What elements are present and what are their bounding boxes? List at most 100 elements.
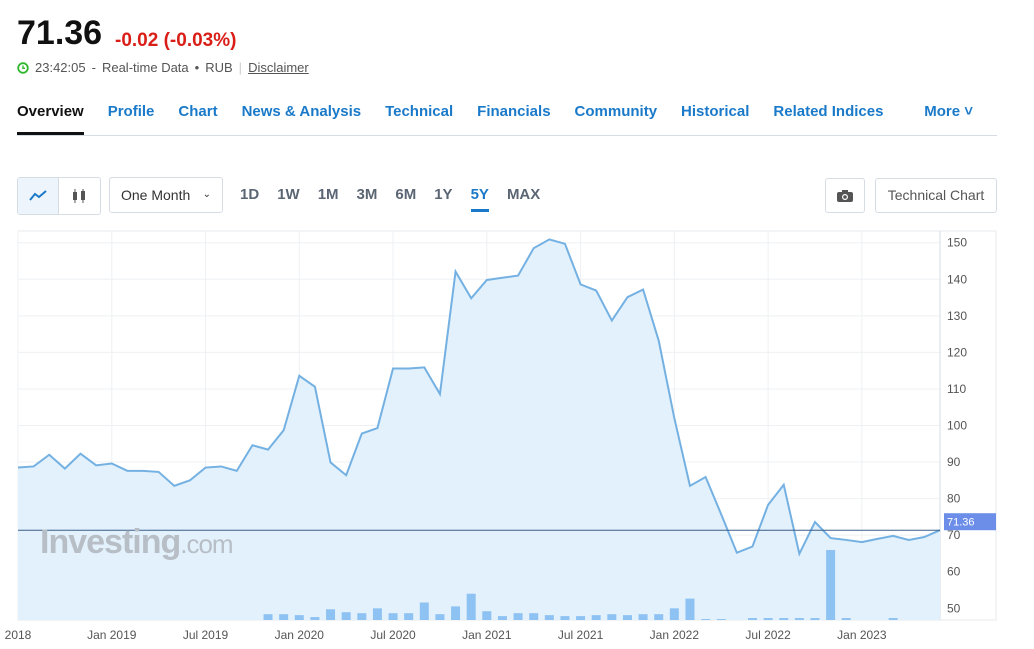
x-tick-label: Jul 2020 (370, 628, 416, 642)
x-tick-label: Jan 2021 (462, 628, 512, 642)
camera-button[interactable] (825, 178, 865, 213)
volume-bar (497, 616, 507, 620)
volume-bar (357, 613, 367, 620)
tab[interactable]: Community (574, 103, 658, 120)
x-tick-label: Jul 2021 (558, 628, 604, 642)
y-tick-label: 150 (947, 236, 967, 250)
volume-bar (372, 608, 382, 620)
interval-select[interactable]: One Month ⌄ (109, 177, 223, 213)
y-tick-label: 140 (947, 272, 967, 286)
change: -0.02 (-0.03%) (115, 30, 236, 52)
x-tick-label: 2018 (5, 628, 32, 642)
last-price-label: 71.36 (947, 517, 975, 529)
volume-bar (669, 608, 679, 620)
volume-bar (513, 613, 523, 620)
range[interactable]: MAX (506, 186, 541, 203)
volume-bar (826, 549, 836, 620)
volume-bar (576, 616, 586, 620)
volume-bar (841, 618, 851, 620)
y-tick-label: 110 (947, 382, 966, 396)
change-percent: (-0.03%) (163, 30, 237, 51)
technical-button[interactable]: Technical Chart (875, 178, 997, 213)
tab[interactable]: Chart (178, 103, 218, 120)
volume-bar (451, 606, 461, 620)
chart-type (17, 177, 101, 215)
volume-bar (763, 618, 773, 620)
volume-bar (701, 619, 711, 620)
meta: 23:42:05- Real-time Data • RUB | Disclaimer (17, 60, 309, 75)
y-tick-label: 70 (947, 528, 961, 542)
range[interactable]: 1D (240, 186, 260, 203)
watermark-brand: Investing (40, 523, 180, 561)
volume-bar (622, 615, 632, 620)
candle-button[interactable] (57, 178, 100, 214)
x-tick-label: Jan 2022 (650, 628, 700, 642)
change-value: -0.02 (115, 30, 159, 51)
tab[interactable]: Related Indices (773, 103, 884, 120)
tab[interactable]: Financials (477, 103, 551, 120)
tab[interactable]: Historical (681, 103, 750, 120)
price: 71.36 (17, 14, 103, 52)
volume-bar (716, 619, 726, 620)
range[interactable]: 6M (395, 186, 417, 203)
x-tick-label: Jan 2020 (275, 628, 325, 642)
volume-bar (544, 615, 554, 620)
volume-bar (654, 614, 664, 620)
volume-bar (482, 611, 492, 620)
y-tick-label: 50 (947, 601, 961, 615)
range[interactable]: 5Y (470, 186, 489, 212)
tab[interactable]: Overview (17, 103, 84, 135)
currency: RUB (205, 60, 233, 75)
volume-bar (263, 614, 273, 620)
volume-bar (591, 615, 601, 620)
last-price-box (944, 513, 996, 531)
volume-bar (607, 614, 617, 620)
volume-bar (794, 618, 804, 620)
volume-bar (326, 609, 336, 620)
volume-bar (466, 593, 476, 620)
volume-bar (560, 616, 570, 620)
x-tick-label: Jul 2019 (183, 628, 229, 642)
y-tick-label: 130 (947, 309, 967, 323)
volume-bar (341, 612, 351, 620)
volume-bar (435, 614, 445, 620)
volume-bar (685, 598, 695, 620)
volume-bar (529, 613, 539, 620)
range[interactable]: 1Y (434, 186, 453, 203)
tab[interactable]: Profile (107, 103, 155, 120)
interval: One Month (121, 187, 191, 203)
volume-bar (747, 618, 757, 620)
x-tick-label: Jan 2019 (87, 628, 137, 642)
volume-bar (310, 617, 320, 620)
range[interactable]: 1W (277, 186, 300, 203)
volume-bar (419, 602, 429, 620)
watermark-suffix: .com (180, 529, 232, 559)
time: 23:42:05 (35, 60, 86, 75)
volume-bar (404, 613, 414, 620)
tab[interactable]: Technical (385, 103, 454, 120)
volume-bar (294, 615, 304, 620)
watermark: Investing.com (40, 523, 233, 561)
tab[interactable]: News & Analysis (241, 103, 362, 120)
volume-bar (779, 618, 789, 620)
area-fill (18, 239, 940, 621)
clock-icon (17, 61, 29, 74)
x-tick-label: Jan 2023 (837, 628, 887, 642)
volume-bar (810, 618, 820, 620)
tabs: Overview Profile Chart News & Analysis Techn… (17, 103, 997, 136)
price-line (17, 238, 941, 557)
range[interactable]: 3M (356, 186, 378, 203)
y-tick-label: 120 (947, 345, 967, 359)
volume-bar (638, 614, 648, 620)
y-tick-label: 90 (947, 455, 961, 469)
disclaimer[interactable]: Disclaimer (248, 60, 309, 75)
tab[interactable]: More ˅ (924, 103, 973, 120)
volume-bar (388, 613, 398, 620)
y-tick-label: 80 (947, 492, 961, 506)
volume-bar (888, 618, 898, 620)
line-button[interactable] (18, 178, 58, 214)
y-tick-label: 60 (947, 565, 961, 579)
range[interactable]: 1M (317, 186, 339, 203)
